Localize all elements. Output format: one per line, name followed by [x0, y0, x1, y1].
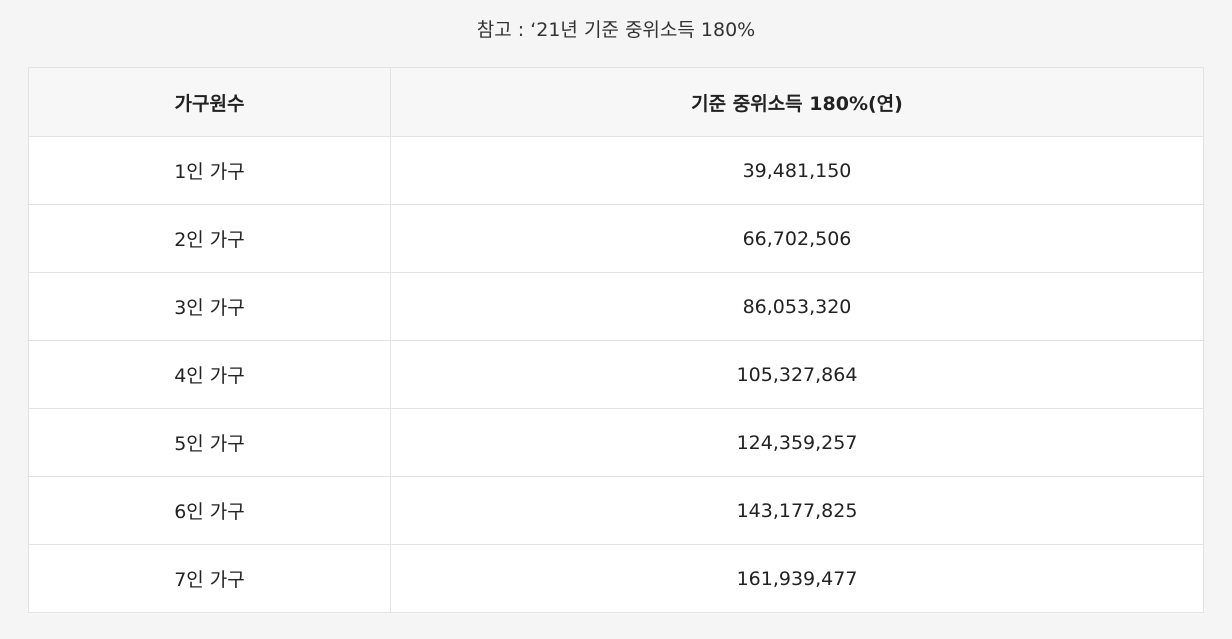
median-income-table: 가구원수 기준 중위소득 180%(연) 1인 가구 39,481,150 2인…	[28, 67, 1204, 613]
table-row: 6인 가구 143,177,825	[28, 476, 1204, 545]
household-size-cell: 1인 가구	[28, 136, 391, 205]
table-row: 1인 가구 39,481,150	[28, 136, 1204, 205]
income-cell: 86,053,320	[390, 272, 1204, 341]
table-row: 7인 가구 161,939,477	[28, 544, 1204, 613]
household-size-cell: 5인 가구	[28, 408, 391, 477]
header-household-size: 가구원수	[28, 67, 391, 137]
household-size-cell: 4인 가구	[28, 340, 391, 409]
income-cell: 39,481,150	[390, 136, 1204, 205]
table-caption: 참고 : ‘21년 기준 중위소득 180%	[476, 19, 756, 41]
table-row: 5인 가구 124,359,257	[28, 408, 1204, 477]
household-size-cell: 3인 가구	[28, 272, 391, 341]
household-size-cell: 2인 가구	[28, 204, 391, 273]
income-cell: 143,177,825	[390, 476, 1204, 545]
table-row: 3인 가구 86,053,320	[28, 272, 1204, 341]
household-size-cell: 6인 가구	[28, 476, 391, 545]
income-cell: 161,939,477	[390, 544, 1204, 613]
table-row: 4인 가구 105,327,864	[28, 340, 1204, 409]
income-cell: 105,327,864	[390, 340, 1204, 409]
table-header-row: 가구원수 기준 중위소득 180%(연)	[28, 67, 1204, 137]
household-size-cell: 7인 가구	[28, 544, 391, 613]
income-cell: 124,359,257	[390, 408, 1204, 477]
income-cell: 66,702,506	[390, 204, 1204, 273]
table-row: 2인 가구 66,702,506	[28, 204, 1204, 273]
header-median-income: 기준 중위소득 180%(연)	[390, 67, 1204, 137]
